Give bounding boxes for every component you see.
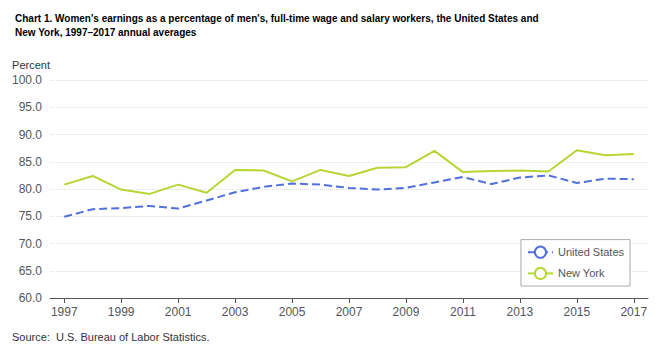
svg-text:75.0: 75.0 [19, 209, 43, 223]
svg-text:2017: 2017 [620, 305, 647, 319]
svg-text:95.0: 95.0 [19, 100, 43, 114]
svg-text:2007: 2007 [336, 305, 363, 319]
svg-text:2013: 2013 [507, 305, 534, 319]
svg-text:60.0: 60.0 [19, 291, 43, 305]
svg-text:80.0: 80.0 [19, 182, 43, 196]
svg-text:70.0: 70.0 [19, 237, 43, 251]
svg-text:90.0: 90.0 [19, 128, 43, 142]
svg-text:1997: 1997 [51, 305, 78, 319]
svg-text:New York, 1997–2017 annual ave: New York, 1997–2017 annual averages [15, 27, 197, 38]
svg-text:Percent: Percent [12, 59, 50, 71]
svg-text:2015: 2015 [563, 305, 590, 319]
svg-text:Source: U.S. Bureau of Labor: Source: U.S. Bureau of Labor Statistics. [12, 331, 209, 343]
svg-text:100.0: 100.0 [12, 73, 42, 87]
svg-text:2003: 2003 [222, 305, 249, 319]
svg-text:65.0: 65.0 [19, 264, 43, 278]
svg-text:2011: 2011 [450, 305, 476, 319]
svg-text:2001: 2001 [165, 305, 192, 319]
svg-text:Chart 1. Women's earnings as a: Chart 1. Women's earnings as a percentag… [15, 13, 539, 24]
svg-text:New York: New York [558, 267, 605, 279]
svg-text:2005: 2005 [279, 305, 306, 319]
svg-text:United States: United States [558, 246, 625, 258]
svg-text:1999: 1999 [108, 305, 135, 319]
svg-text:85.0: 85.0 [19, 155, 43, 169]
svg-text:2009: 2009 [393, 305, 420, 319]
